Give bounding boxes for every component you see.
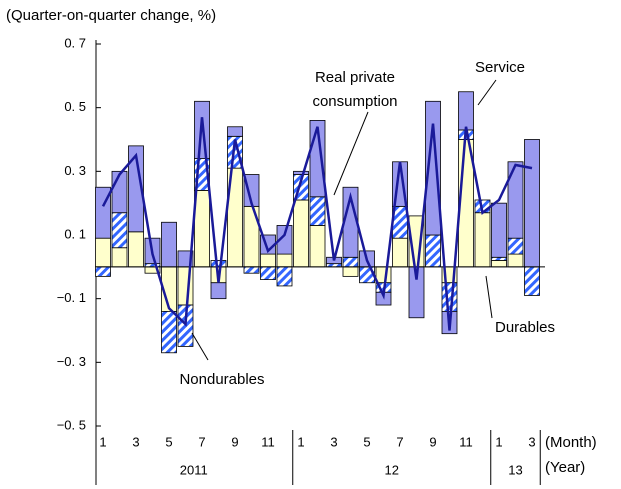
bar-segment (111, 212, 128, 249)
bar-segment (309, 196, 326, 226)
bar-segment (128, 145, 144, 233)
bar-segment (111, 247, 128, 268)
y-tick-label: −0. 1 (57, 290, 86, 305)
x-tick-label: 5 (165, 434, 172, 449)
annotation-leader (477, 79, 497, 106)
bar-segment (507, 253, 524, 268)
bar-segment (458, 91, 474, 131)
bar-segment (111, 170, 128, 214)
x-tick-label: 5 (363, 434, 370, 449)
annotation: Real private (315, 69, 395, 86)
y-tick-label: 0. 1 (64, 226, 86, 241)
bar-segment (128, 231, 144, 268)
bar-segment (425, 234, 441, 268)
x-tick-label: 9 (429, 434, 436, 449)
bar-segment (95, 266, 111, 277)
x-tick-label: 9 (231, 434, 238, 449)
bar-segment (342, 256, 359, 268)
x-tick-label: 3 (528, 434, 535, 449)
bar-segment (161, 221, 177, 268)
bar-segment (375, 266, 392, 284)
annotation-leader (191, 332, 209, 361)
bar-segment (507, 161, 524, 239)
bar-segment (260, 266, 276, 280)
y-tick-label: 0. 5 (64, 99, 86, 114)
y-tick-label: −0. 5 (57, 417, 86, 432)
x-tick-label: 7 (198, 434, 205, 449)
x-tick-label: 11 (261, 434, 275, 449)
x-axis-label: (Month) (545, 434, 597, 451)
bar-segment (161, 310, 177, 354)
x-tick-label: 3 (330, 434, 337, 449)
bar-segment (243, 266, 260, 274)
bar-segment (491, 256, 507, 261)
x-tick-label: 7 (396, 434, 403, 449)
y-tick-label: 0. 3 (64, 163, 86, 178)
bar-segment (95, 237, 111, 268)
bar-segment (276, 253, 293, 268)
bar-segment (276, 225, 293, 255)
bar-segment (260, 253, 276, 268)
year-label: 2011 (180, 462, 208, 477)
bar-segment (309, 225, 326, 268)
annotation: consumption (312, 93, 397, 110)
annotation: Durables (495, 319, 555, 336)
bar-segment (524, 266, 540, 296)
line-series (101, 117, 533, 331)
bar-segment (441, 282, 458, 312)
annotation: Nondurables (179, 371, 264, 388)
x-tick-label: 1 (495, 434, 502, 449)
year-label: 13 (508, 462, 522, 477)
bar-segment (293, 199, 309, 268)
x-tick-label: 1 (297, 434, 304, 449)
bar-segment (210, 282, 227, 300)
bar-segment (425, 100, 441, 236)
bar-segment (474, 212, 491, 268)
y-tick-label: −0. 3 (57, 354, 86, 369)
annotation-leader (333, 111, 369, 196)
bar-segment (342, 266, 359, 277)
chart-title: (Quarter-on-quarter change, %) (6, 7, 216, 24)
bar-segment (194, 190, 210, 268)
year-axis-label: (Year) (545, 459, 585, 476)
x-tick-label: 11 (459, 434, 473, 449)
bar-segment (507, 237, 524, 255)
bar-segment (293, 170, 309, 175)
bar-segment (491, 260, 507, 268)
bar-segment (392, 237, 408, 268)
bar-segment (276, 266, 293, 287)
bar-segment (524, 139, 540, 268)
annotation-leader (485, 275, 493, 319)
y-tick-label: 0. 7 (64, 35, 86, 50)
bar-segment (210, 260, 227, 268)
annotation: Service (475, 59, 525, 76)
x-tick-label: 1 (99, 434, 106, 449)
bar-segment (227, 126, 243, 137)
bar-segment (491, 202, 507, 258)
x-tick-label: 3 (132, 434, 139, 449)
year-label: 12 (385, 462, 399, 477)
